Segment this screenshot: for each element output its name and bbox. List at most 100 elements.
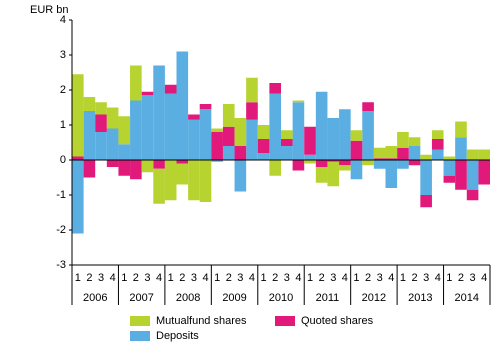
bar-segment xyxy=(443,156,456,160)
bar-segment xyxy=(164,93,177,160)
bar-segment xyxy=(199,109,212,160)
bar-segment xyxy=(292,160,305,171)
x-tick-label: 3 xyxy=(470,272,476,284)
bar-segment xyxy=(350,140,363,160)
bar-segment xyxy=(164,84,177,94)
legend-label: Deposits xyxy=(156,330,199,342)
bar-segment xyxy=(385,158,398,160)
bar-segment xyxy=(118,144,131,160)
bar-segment xyxy=(373,147,386,159)
legend-swatch xyxy=(275,316,295,326)
bar-segment xyxy=(211,160,223,162)
bar-segment xyxy=(408,160,421,166)
bar-segment xyxy=(373,158,386,160)
y-tick-label: 0 xyxy=(60,154,66,166)
bar-segment xyxy=(281,146,293,160)
bar-segment xyxy=(211,128,223,132)
bar-segment xyxy=(72,74,84,157)
bar-segment xyxy=(466,189,479,201)
bar-segment xyxy=(118,160,131,176)
bar-segment xyxy=(385,146,398,159)
x-tick-label: 4 xyxy=(342,272,348,284)
bar-segment xyxy=(397,132,409,148)
bar-segment xyxy=(339,165,351,171)
bar-segment xyxy=(455,137,467,160)
x-tick-label: 1 xyxy=(121,272,127,284)
x-tick-label: 4 xyxy=(435,272,441,284)
bar-segment xyxy=(466,149,479,160)
x-tick-label: 3 xyxy=(191,272,197,284)
bar-segment xyxy=(466,160,479,190)
bar-segment xyxy=(83,111,96,160)
x-tick-label: 1 xyxy=(353,272,359,284)
x-tick-label: 1 xyxy=(168,272,174,284)
legend-label: Mutualfund shares xyxy=(156,315,247,327)
bar-segment xyxy=(199,104,212,110)
bar-segment xyxy=(176,160,189,164)
bar-segment xyxy=(327,160,340,162)
y-axis-label: EUR bn xyxy=(30,4,69,16)
x-tick-label: 2 xyxy=(133,272,139,284)
legend-swatch xyxy=(130,331,150,341)
bar-segment xyxy=(373,160,386,169)
x-tick-label: 3 xyxy=(144,272,150,284)
y-tick-label: 2 xyxy=(60,84,66,96)
bar-segment xyxy=(95,132,107,160)
bar-segment xyxy=(431,149,444,160)
x-tick-label: 3 xyxy=(237,272,243,284)
bar-segment xyxy=(153,65,165,160)
bar-segment xyxy=(269,160,281,176)
bar-segment xyxy=(408,146,421,160)
bar-segment xyxy=(397,147,409,160)
x-tick-label: 2 xyxy=(365,272,371,284)
bar-segment xyxy=(222,146,235,160)
bar-segment xyxy=(443,160,456,176)
year-label: 2013 xyxy=(408,292,432,304)
bar-segment xyxy=(269,83,281,94)
bar-segment xyxy=(362,160,374,166)
bar-segment xyxy=(141,95,154,160)
x-tick-label: 3 xyxy=(330,272,336,284)
bar-segment xyxy=(292,100,305,103)
bar-segment xyxy=(478,160,490,185)
bar-segment xyxy=(304,154,316,160)
bar-segment xyxy=(106,160,119,167)
x-tick-label: 2 xyxy=(179,272,185,284)
bar-segment xyxy=(455,160,467,190)
year-label: 2011 xyxy=(316,292,340,304)
legend-label: Quoted shares xyxy=(301,315,374,327)
bar-segment xyxy=(339,109,351,160)
bar-segment xyxy=(443,175,456,183)
x-tick-label: 3 xyxy=(377,272,383,284)
x-tick-label: 2 xyxy=(272,272,278,284)
bar-segment xyxy=(397,160,409,169)
bar-segment xyxy=(246,102,258,120)
bar-segment xyxy=(455,121,467,138)
year-label: 2006 xyxy=(83,292,107,304)
bar-segment xyxy=(304,160,316,164)
x-tick-label: 3 xyxy=(98,272,104,284)
bar-segment xyxy=(431,130,444,139)
bar-segment xyxy=(141,160,154,173)
bar-segment xyxy=(420,195,432,208)
bar-segment xyxy=(188,119,200,160)
bar-segment xyxy=(327,118,340,160)
bar-segment xyxy=(83,97,96,111)
x-tick-label: 4 xyxy=(481,272,487,284)
bar-segment xyxy=(222,126,235,146)
bar-segment xyxy=(350,160,363,180)
bar-segment xyxy=(130,160,142,180)
bar-segment xyxy=(408,137,421,146)
bar-segment xyxy=(246,119,258,160)
x-tick-label: 3 xyxy=(284,272,290,284)
bar-segment xyxy=(211,132,223,160)
x-tick-label: 4 xyxy=(156,272,162,284)
x-tick-label: 1 xyxy=(307,272,313,284)
y-tick-label: -2 xyxy=(56,224,66,236)
year-label: 2014 xyxy=(455,292,479,304)
bar-segment xyxy=(315,167,328,183)
y-tick-label: -3 xyxy=(56,259,66,271)
x-tick-label: 4 xyxy=(295,272,301,284)
bar-segment xyxy=(327,161,340,187)
y-tick-label: 4 xyxy=(60,14,66,26)
